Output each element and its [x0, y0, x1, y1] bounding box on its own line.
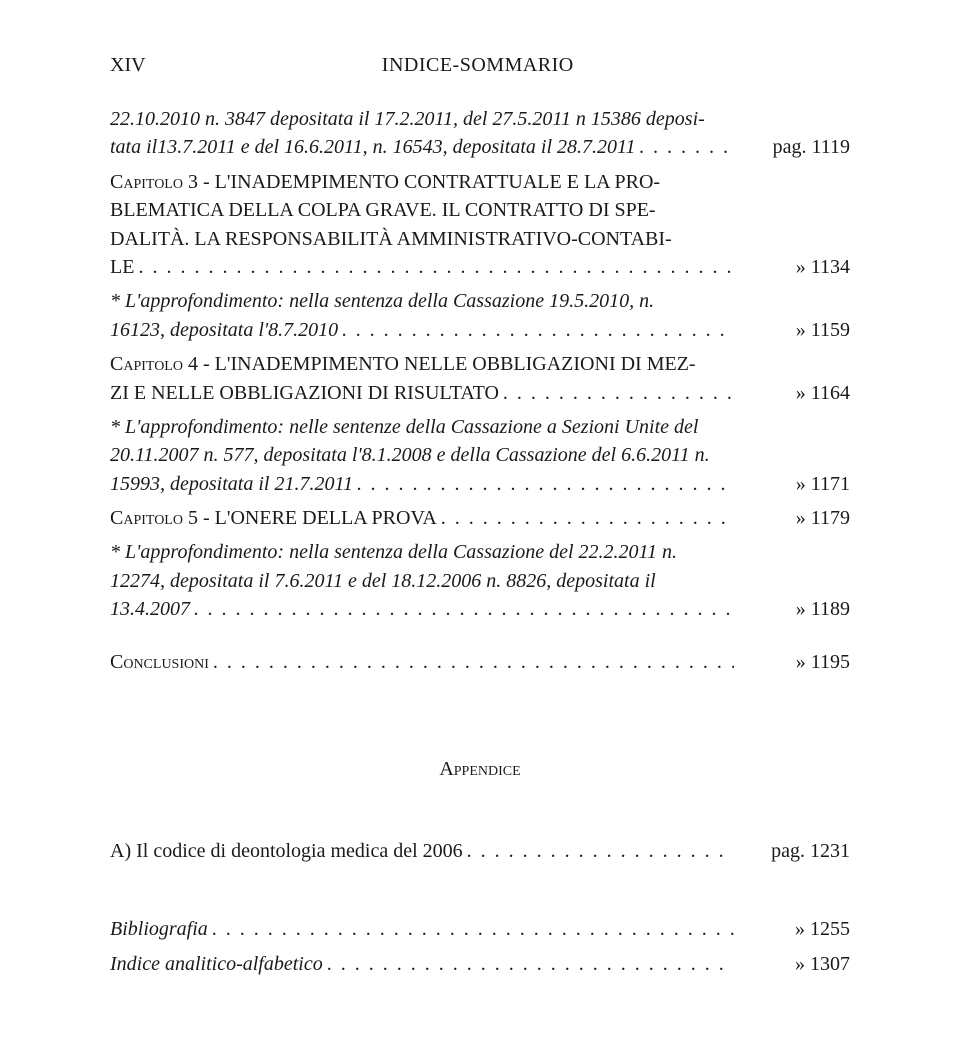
toc-entry-line: BLEMATICA DELLA COLPA GRAVE. IL CONTRATT… [110, 196, 850, 224]
conclusioni-entry: Conclusioni » 1195 [110, 648, 850, 676]
back-matter-ref: » 1307 [734, 950, 850, 978]
leader-dots [134, 253, 734, 281]
toc-entry-line: Capitolo 4 - L'INADEMPIMENTO NELLE OBBLI… [110, 350, 850, 378]
leader-dots [463, 837, 734, 865]
toc-entry-line: 20.11.2007 n. 577, depositata l'8.1.2008… [110, 441, 850, 469]
leader-dots [338, 316, 734, 344]
toc-entry-line: * L'approfondimento: nella sentenza dell… [110, 538, 850, 566]
back-matter-label: Bibliografia [110, 915, 208, 943]
toc-entry-text: 15993, depositata il 21.7.2011 [110, 470, 353, 498]
toc-entry-ref: » 1189 [734, 595, 850, 623]
toc-entry-text: Capitolo 5 - L'ONERE DELLA PROVA [110, 504, 437, 532]
document-page: XIV INDICE-SOMMARIO 22.10.2010 n. 3847 d… [0, 0, 960, 1044]
leader-dots [323, 950, 734, 978]
toc-entry-text: 13.4.2007 [110, 595, 190, 623]
toc-entry-lastline: Capitolo 5 - L'ONERE DELLA PROVA » 1179 [110, 504, 850, 532]
toc-entry: Capitolo 5 - L'ONERE DELLA PROVA » 1179 [110, 504, 850, 532]
toc-entry-lastline: 15993, depositata il 21.7.2011 » 1171 [110, 470, 850, 498]
leader-dots [208, 915, 734, 943]
appendix-item-ref: pag. 1231 [734, 837, 850, 865]
toc-entry-lastline: 16123, depositata l'8.7.2010 » 1159 [110, 316, 850, 344]
toc-entry-lastline: 13.4.2007 » 1189 [110, 595, 850, 623]
toc-entry-line: Capitolo 3 - L'INADEMPIMENTO CONTRATTUAL… [110, 168, 850, 196]
leader-dots [636, 133, 734, 161]
toc-entry-lastline: ZI E NELLE OBBLIGAZIONI DI RISULTATO » 11… [110, 379, 850, 407]
toc-entry-ref: » 1179 [734, 504, 850, 532]
back-matter-entry: Indice analitico-alfabetico » 1307 [110, 950, 850, 978]
toc-entry: * L'approfondimento: nelle sentenze dell… [110, 413, 850, 498]
toc-entry-lastline: tata il13.7.2011 e del 16.6.2011, n. 165… [110, 133, 850, 161]
toc-entry: Capitolo 3 - L'INADEMPIMENTO CONTRATTUAL… [110, 168, 850, 282]
back-matter-entry: Bibliografia » 1255 [110, 915, 850, 943]
toc-entry-ref: » 1164 [734, 379, 850, 407]
toc-entry: * L'approfondimento: nella sentenza dell… [110, 287, 850, 344]
back-matter-ref: » 1255 [734, 915, 850, 943]
appendix-item: A) Il codice di deontologia medica del 2… [110, 837, 850, 865]
leader-dots [499, 379, 734, 407]
conclusioni-label: Conclusioni [110, 648, 209, 676]
toc-entry-text: ZI E NELLE OBBLIGAZIONI DI RISULTATO [110, 379, 499, 407]
toc-entry-ref: pag. 1119 [734, 133, 850, 161]
toc-entry-line: DALITÀ. LA RESPONSABILITÀ AMMINISTRATIVO… [110, 225, 850, 253]
toc-entry: 22.10.2010 n. 3847 depositata il 17.2.20… [110, 105, 850, 162]
toc-entries: 22.10.2010 n. 3847 depositata il 17.2.20… [110, 105, 850, 624]
toc-entry: * L'approfondimento: nella sentenza dell… [110, 538, 850, 623]
conclusioni-ref: » 1195 [734, 648, 850, 676]
toc-entry-ref: » 1134 [734, 253, 850, 281]
toc-entry-line: * L'approfondimento: nella sentenza dell… [110, 287, 850, 315]
toc-entry-line: 22.10.2010 n. 3847 depositata il 17.2.20… [110, 105, 850, 133]
toc-entry-text: tata il13.7.2011 e del 16.6.2011, n. 165… [110, 133, 636, 161]
toc-entry-line: 12274, depositata il 7.6.2011 e del 18.1… [110, 567, 850, 595]
toc-entry-ref: » 1171 [734, 470, 850, 498]
back-matter: Bibliografia » 1255 Indice analitico-alfab… [110, 915, 850, 978]
toc-entry-ref: » 1159 [734, 316, 850, 344]
back-matter-label: Indice analitico-alfabetico [110, 950, 323, 978]
toc-entry-line: * L'approfondimento: nelle sentenze dell… [110, 413, 850, 441]
leader-dots [190, 595, 734, 623]
page-title: INDICE-SOMMARIO [382, 54, 574, 77]
leader-dots [437, 504, 734, 532]
leader-dots [209, 648, 734, 676]
page-number-roman: XIV [110, 54, 146, 77]
leader-dots [353, 470, 734, 498]
toc-entry: Capitolo 4 - L'INADEMPIMENTO NELLE OBBLI… [110, 350, 850, 407]
appendix-heading: Appendice [110, 758, 850, 781]
toc-entry-text: LE [110, 253, 134, 281]
appendix-item-label: A) Il codice di deontologia medica del 2… [110, 837, 463, 865]
toc-entry-text: 16123, depositata l'8.7.2010 [110, 316, 338, 344]
toc-entry-lastline: LE » 1134 [110, 253, 850, 281]
page-header: XIV INDICE-SOMMARIO [110, 54, 850, 77]
